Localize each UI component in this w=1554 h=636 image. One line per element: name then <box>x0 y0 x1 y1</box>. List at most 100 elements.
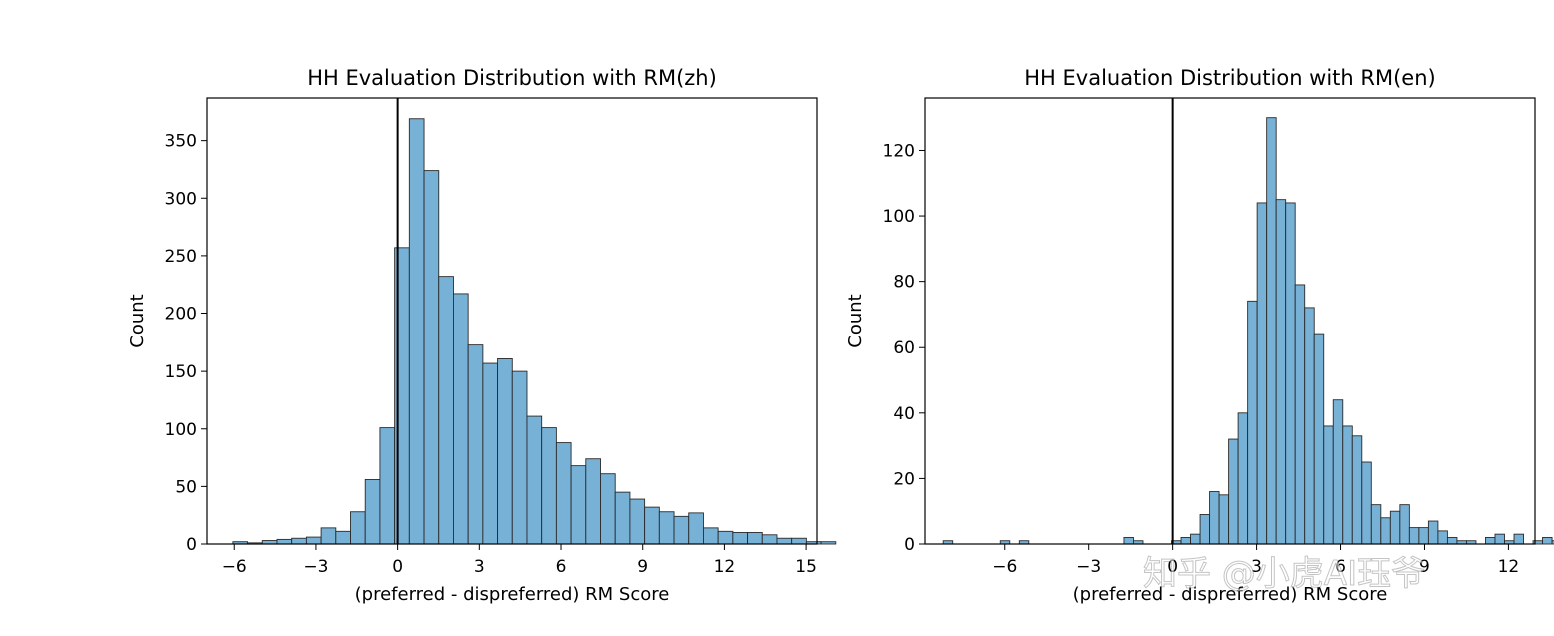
chart-en-bar <box>1209 491 1220 545</box>
chart-en-bar <box>1380 517 1391 545</box>
chart-zh-bar <box>335 530 351 545</box>
chart-zh-xlabel: (preferred - dispreferred) RM Score <box>355 584 670 605</box>
chart-zh-xticks: −6 −3 0 3 6 9 12 15 <box>222 544 817 577</box>
chart-zh-bar <box>614 491 631 545</box>
chart-zh-frame <box>206 97 818 545</box>
chart-zh-bar <box>467 344 484 545</box>
chart-zh-bar <box>600 473 616 545</box>
chart-zh-xtick-label: 15 <box>795 557 817 577</box>
chart-en-xticks: −6 −3 0 3 6 9 12 <box>992 544 1519 577</box>
chart-zh-bar <box>364 479 381 545</box>
chart-zh-bar <box>761 534 778 545</box>
chart-zh-bar <box>497 358 513 545</box>
chart-zh-ytick-label: 100 <box>165 420 197 440</box>
chart-en-xtick-label: 12 <box>1498 557 1520 577</box>
chart-en-bar <box>1332 399 1344 545</box>
chart-zh-bar <box>791 537 807 545</box>
chart-zh-ytick-label: 50 <box>175 477 197 497</box>
chart-en-bar <box>1408 527 1420 545</box>
chart-en-frame <box>924 97 1536 545</box>
chart-en-ytick-label: 100 <box>883 207 915 227</box>
chart-en-bar <box>1218 494 1230 545</box>
chart-en-ytick-label: 60 <box>893 338 915 358</box>
chart-zh-bar <box>570 465 587 545</box>
chart-zh-bar <box>526 415 543 545</box>
chart-en-ylabel: Count <box>845 294 866 347</box>
chart-en-bar <box>1304 307 1315 545</box>
chart-en-yticks: 0 20 40 60 80 100 120 <box>883 141 925 555</box>
chart-en-bar <box>1542 536 1553 545</box>
chart-en-bar <box>1190 533 1201 545</box>
chart-en-bar <box>1323 425 1334 545</box>
chart-en-bar <box>1485 536 1496 545</box>
chart-en-bar <box>1437 530 1448 545</box>
chart-zh-ylabel: Count <box>127 294 148 347</box>
chart-zh-bar <box>629 498 646 545</box>
chart-zh-bar <box>320 527 337 545</box>
chart-zh-bar <box>408 118 425 545</box>
chart-en-bar <box>1294 284 1306 545</box>
chart-en-bar <box>1247 300 1258 545</box>
chart-en-bar <box>1446 536 1458 545</box>
chart-zh-bar <box>820 541 837 545</box>
chart-en-ytick-label: 20 <box>893 469 915 489</box>
chart-en-ytick-label: 40 <box>893 404 915 424</box>
chart-zh-xtick-label: −6 <box>222 557 247 577</box>
chart-en-bar <box>1351 435 1363 545</box>
chart-zh-bar <box>555 442 572 545</box>
chart-en-bar <box>1266 117 1277 545</box>
chart-zh-bar <box>350 511 366 545</box>
chart-en-bar <box>1285 202 1296 545</box>
chart-zh-bar <box>276 538 293 545</box>
chart-en-xtick-label: −3 <box>1076 557 1101 577</box>
chart-en-xtick-label: 6 <box>1335 557 1346 577</box>
chart-zh-xtick-label: 6 <box>556 557 567 577</box>
chart-zh-bar <box>453 293 469 545</box>
chart-zh-bar <box>776 537 793 545</box>
chart-en-bar <box>1342 425 1353 545</box>
chart-en-bar <box>1199 514 1211 545</box>
chart-en-ytick-label: 0 <box>904 535 915 555</box>
chart-en-title: HH Evaluation Distribution with RM(en) <box>1024 66 1435 90</box>
chart-zh-ytick-label: 250 <box>165 247 197 267</box>
chart-zh-bars <box>232 98 837 545</box>
chart-zh-bar <box>585 458 601 545</box>
chart-zh-bar <box>732 532 749 545</box>
chart-zh-bar <box>438 276 454 545</box>
chart-en-bar <box>1228 438 1239 545</box>
chart-en-bar <box>1313 333 1325 545</box>
chart-en-bar <box>1427 520 1439 545</box>
chart-zh-yticks: 0 50 100 150 200 250 300 350 <box>165 132 207 555</box>
chart-zh-bar <box>423 170 440 545</box>
chart-en-xtick-label: 9 <box>1419 557 1430 577</box>
chart-en-bar <box>1551 540 1554 545</box>
chart-zh-ytick-label: 200 <box>165 305 197 325</box>
chart-en-bar <box>1418 527 1429 545</box>
chart-zh-xtick-label: −3 <box>303 557 328 577</box>
chart-en-ytick-label: 80 <box>893 273 915 293</box>
chart-en-bar <box>1361 461 1372 545</box>
chart-en-xtick-label: 0 <box>1167 557 1178 577</box>
chart-en-bar <box>1399 504 1410 545</box>
chart-en-bar <box>1494 533 1505 545</box>
chart-zh-ytick-label: 0 <box>186 535 197 555</box>
chart-en-bars <box>942 98 1554 545</box>
chart-zh-xtick-label: 0 <box>392 557 403 577</box>
chart-en-bar <box>1513 533 1524 545</box>
chart-zh-ytick-label: 350 <box>165 132 197 152</box>
watermark: 知乎 @小虎AI珏爷 <box>1143 554 1425 594</box>
chart-en-bar <box>1256 202 1268 545</box>
chart-zh: HH Evaluation Distribution with RM(zh) −… <box>127 66 837 605</box>
chart-en-bar <box>1237 412 1249 545</box>
chart-en-xtick-label: 3 <box>1251 557 1262 577</box>
chart-zh-title: HH Evaluation Distribution with RM(zh) <box>307 66 717 90</box>
chart-zh-bar <box>717 530 734 545</box>
chart-zh-bar <box>658 511 675 545</box>
chart-en-xtick-label: −6 <box>992 557 1017 577</box>
chart-zh-bar <box>511 370 528 545</box>
chart-zh-bar <box>482 362 499 545</box>
chart-en-ytick-label: 120 <box>883 141 915 161</box>
chart-en-bar <box>1123 536 1134 545</box>
chart-zh-ytick-label: 300 <box>165 189 197 209</box>
